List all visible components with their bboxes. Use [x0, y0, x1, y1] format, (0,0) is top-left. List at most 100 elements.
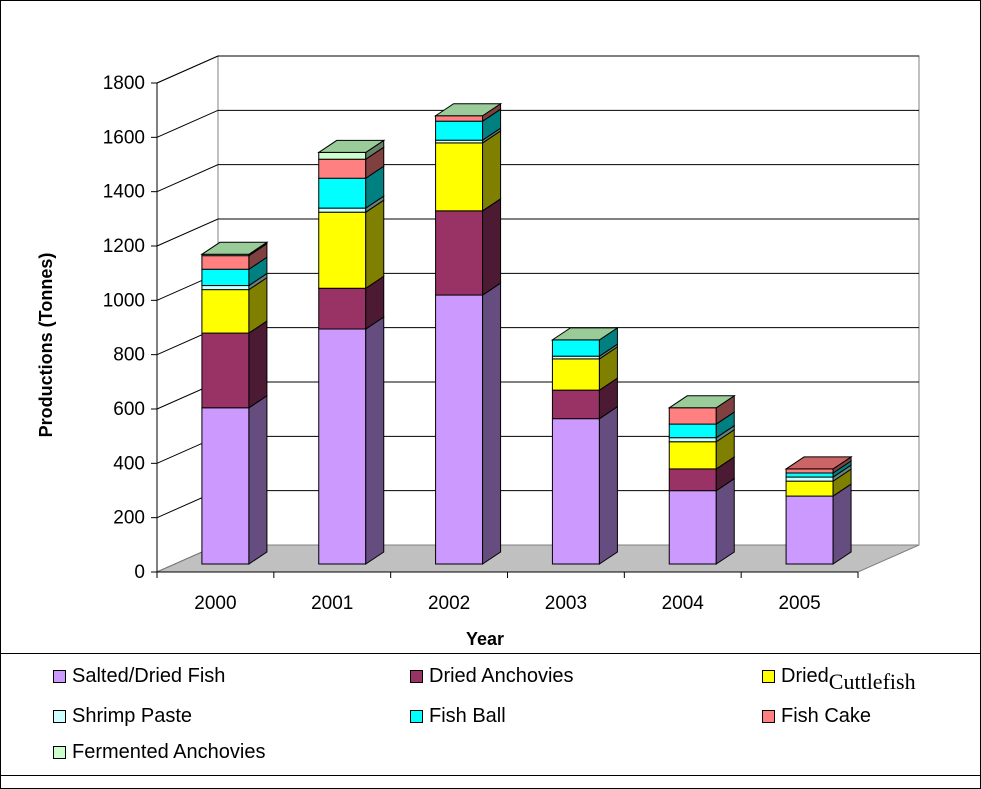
- bar-top: [200, 241, 269, 255]
- bar-segment: [318, 151, 367, 160]
- bar-segment: [318, 177, 367, 209]
- bar-segment: [668, 437, 717, 443]
- bar-segment: [785, 476, 834, 482]
- y-axis-title: Productions (Tonnes): [36, 253, 56, 438]
- bar-segment-side: [598, 405, 618, 565]
- legend-item: Shrimp Paste: [53, 702, 192, 730]
- bar-segment-side: [715, 477, 735, 565]
- legend-label: Fish Ball: [429, 705, 506, 727]
- x-tick-label: 2004: [662, 593, 705, 614]
- bar-segment-side: [482, 129, 502, 212]
- legend-swatch: [762, 709, 775, 723]
- bar-segment-side: [482, 197, 502, 296]
- bar-segment: [318, 328, 367, 565]
- bar-segment: [785, 472, 834, 478]
- bar-segment: [551, 418, 600, 565]
- legend-swatch: [53, 669, 66, 683]
- bar-segment: [668, 441, 717, 470]
- bar-segment: [201, 268, 250, 287]
- bar-stack-2004: [667, 394, 736, 565]
- y-tick-label: 200: [113, 508, 145, 529]
- bar-segment: [785, 480, 834, 497]
- legend-item: Fermented Anchovies: [53, 738, 265, 766]
- bar-segment: [318, 158, 367, 179]
- bar-segment-side: [365, 199, 385, 290]
- gridline: [156, 109, 919, 138]
- bar-segment: [201, 255, 250, 270]
- bar-segment: [785, 495, 834, 565]
- bar-segment: [201, 332, 250, 409]
- bar-stack-2000: [200, 241, 269, 565]
- x-tick-labels: 2000 2001 2002 2003 2004 2005: [194, 593, 820, 614]
- bar-segment: [435, 210, 484, 296]
- bar-segment: [318, 211, 367, 289]
- legend-item: Salted/Dried Fish: [53, 662, 225, 690]
- x-tick-label: 2003: [545, 593, 587, 614]
- legend-label: Dried Anchovies: [429, 665, 574, 687]
- legend-swatch: [762, 669, 775, 683]
- legend-swatch: [53, 709, 66, 723]
- bar-stack-2005: [784, 455, 853, 565]
- bar-top: [550, 327, 620, 341]
- bar-top: [317, 139, 386, 153]
- x-tick-label: 2000: [194, 593, 236, 614]
- axes: [151, 82, 859, 578]
- y-tick-label: 1200: [103, 236, 145, 257]
- bar-segment: [201, 285, 250, 291]
- legend-label: Dried: [781, 665, 829, 687]
- bar-segment-side: [832, 483, 852, 565]
- y-tick-label: 600: [113, 399, 145, 420]
- x-axis-title: Year: [466, 629, 504, 649]
- legend-bottom-border: [0, 775, 981, 776]
- bar-segment: [435, 120, 484, 141]
- bar-segment-side: [248, 320, 268, 409]
- bar-segment: [551, 358, 600, 391]
- legend-label: Fish Cake: [781, 705, 872, 727]
- bar-top: [784, 456, 853, 470]
- bar-segment: [318, 287, 367, 330]
- gridline: [156, 164, 919, 193]
- bar-top: [667, 395, 736, 409]
- legend-item: Dried Anchovies: [410, 662, 574, 690]
- y-tick-label: 800: [113, 345, 145, 366]
- bar-segment: [201, 407, 250, 565]
- gridline: [156, 55, 919, 84]
- y-tick-label: 400: [113, 453, 145, 474]
- y-tick-labels: 0 200 400 600 800 1000 1200 1400 1600 1800: [103, 73, 145, 583]
- legend-label: Salted/Dried Fish: [72, 665, 226, 687]
- y-tick-label: 1600: [103, 127, 145, 148]
- legend-item: Fish Ball: [410, 702, 506, 730]
- legend-label: Shrimp Paste: [72, 705, 193, 727]
- bar-segment: [435, 294, 484, 565]
- legend-divider: [0, 653, 981, 654]
- bar-segment: [668, 407, 717, 425]
- bar-segment: [201, 289, 250, 334]
- y-tick-label: 1400: [103, 182, 145, 203]
- bar-stack-2002: [433, 102, 503, 565]
- bar-stack-2003: [550, 326, 620, 565]
- legend-swatch: [53, 745, 66, 759]
- legend-label-sub: Cuttlefish: [828, 669, 916, 694]
- bars: [200, 102, 853, 565]
- x-tick-label: 2001: [311, 593, 353, 614]
- x-tick-label: 2005: [778, 593, 820, 614]
- bar-segment-side: [248, 394, 268, 565]
- y-tick-label: 1800: [103, 73, 145, 94]
- bar-segment-side: [365, 316, 385, 565]
- bar-segment: [668, 423, 717, 439]
- legend-swatch: [410, 709, 423, 723]
- y-tick-label: 1000: [103, 290, 145, 311]
- bar-segment: [785, 468, 834, 474]
- gridline: [156, 218, 919, 247]
- bar-segment: [435, 115, 484, 122]
- bar-segment: [435, 142, 484, 212]
- y-tick-label: 0: [134, 562, 145, 583]
- bar-top: [433, 103, 503, 117]
- bar-segment: [551, 389, 600, 420]
- bar-segment: [551, 339, 600, 357]
- legend-item: Fish Cake: [762, 702, 871, 730]
- x-tick-label: 2002: [428, 593, 470, 614]
- bar-segment-side: [482, 282, 502, 565]
- legend-swatch: [410, 669, 423, 683]
